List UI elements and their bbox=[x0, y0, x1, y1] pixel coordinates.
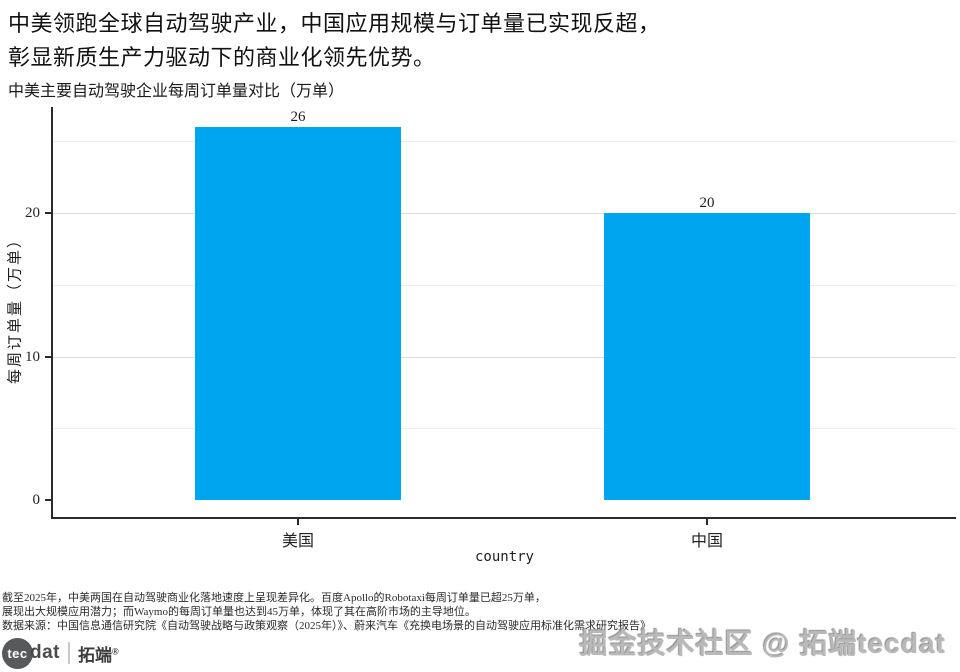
bar-chart: 0 10 20 26 20 美国 中国 每周订单量（万单） country bbox=[7, 107, 956, 565]
tecdat-logo: tec dat 拓端® bbox=[2, 636, 119, 670]
x-tick-mark-美国 bbox=[297, 519, 299, 525]
gridline-20 bbox=[53, 213, 956, 214]
y-axis-title: 每周订单量（万单） bbox=[7, 231, 24, 385]
main-title-line2: 彰显新质生产力驱动下的商业化领先优势。 bbox=[8, 45, 436, 70]
y-tick-mark-10 bbox=[45, 355, 52, 358]
y-tick-label-10: 10 bbox=[25, 348, 40, 365]
bar-中国 bbox=[604, 213, 810, 500]
caption-line1: 截至2025年，中美两国在自动驾驶商业化落地速度上呈现差异化。百度Apollo的… bbox=[2, 592, 546, 604]
bar-value-label-美国: 26 bbox=[290, 108, 306, 125]
gridline-5 bbox=[53, 428, 956, 430]
gridline-25 bbox=[53, 141, 956, 143]
x-tick-label-中国: 中国 bbox=[690, 533, 723, 550]
main-title-line1: 中美领跑全球自动驾驶产业，中国应用规模与订单量已实现反超， bbox=[8, 11, 661, 36]
bar-美国 bbox=[195, 126, 401, 500]
chart-title: 中美主要自动驾驶企业每周订单量对比（万单） bbox=[8, 83, 345, 100]
tecdat-brand-name: 拓端® bbox=[78, 645, 119, 665]
y-tick-label-0: 0 bbox=[32, 492, 41, 508]
tecdat-logo-circle: tec bbox=[2, 637, 33, 669]
y-tick-mark-0 bbox=[45, 499, 52, 501]
caption-line2: 展现出大规模应用潜力；而Waymo的每周订单量也达到45万单，体现了其在高阶市场… bbox=[2, 606, 476, 618]
bar-value-label-中国: 20 bbox=[699, 195, 715, 211]
y-axis-line bbox=[51, 107, 53, 518]
registered-mark: ® bbox=[112, 645, 119, 656]
x-tick-mark-中国 bbox=[706, 519, 708, 525]
y-tick-mark-20 bbox=[45, 212, 52, 214]
y-tick-label-20: 20 bbox=[25, 205, 40, 221]
watermark: 掘金技术社区 @ 拓端tecdat bbox=[579, 628, 946, 659]
x-axis-title: country bbox=[474, 549, 534, 565]
caption-line3: 数据来源：中国信息通信研究院《自动驾驶战略与政策观察（2025年）》、蔚来汽车《… bbox=[2, 620, 651, 632]
logo-divider bbox=[68, 642, 70, 664]
tecdat-logo-text: dat bbox=[30, 642, 60, 663]
gridline-15 bbox=[53, 284, 956, 286]
gridline-10 bbox=[53, 356, 956, 358]
x-tick-label-美国: 美国 bbox=[281, 533, 314, 550]
x-axis-line bbox=[51, 517, 956, 519]
